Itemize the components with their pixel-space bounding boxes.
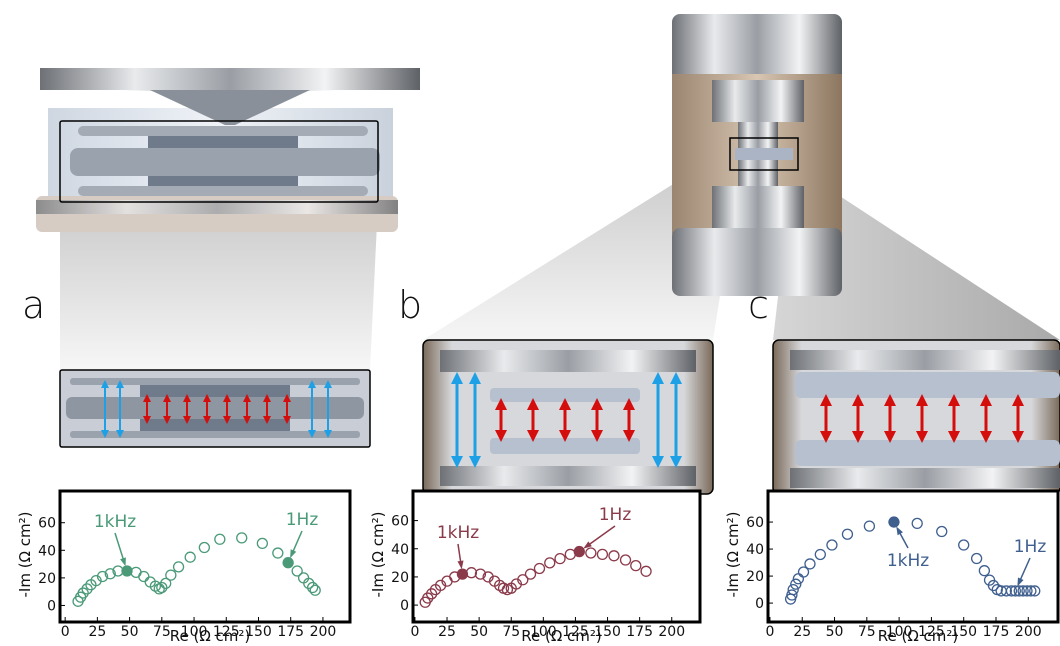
panel-label: c (748, 283, 769, 327)
y-tick-label: 60 (38, 516, 56, 532)
y-tick-label: 0 (47, 598, 56, 614)
annotation: 1kHz (94, 512, 136, 532)
x-tick-label: 0 (765, 624, 774, 640)
x-tick-label: 0 (61, 624, 70, 640)
plot-frame (413, 491, 700, 622)
data-point (889, 517, 899, 527)
y-tick-label: 60 (391, 514, 409, 530)
x-tick-label: 75 (502, 624, 520, 640)
x-tick-label: 75 (858, 624, 876, 640)
x-tick-label: 50 (121, 624, 139, 640)
x-tick-label: 75 (153, 624, 171, 640)
annotation: 1Hz (286, 510, 319, 530)
y-axis-label: -Im (Ω cm²) (16, 511, 34, 597)
annotation: 1Hz (599, 505, 632, 525)
x-axis-label: Re (Ω cm²) (878, 627, 959, 645)
data-point (574, 547, 584, 557)
x-tick-label: 175 (626, 624, 653, 640)
figure: a02550751001251501752000204060Re (Ω cm²)… (0, 0, 1060, 646)
annotation: 1Hz (1014, 537, 1047, 557)
x-axis-label: Re (Ω cm²) (170, 627, 251, 645)
x-tick-label: 25 (438, 624, 456, 640)
x-tick-label: 50 (470, 624, 488, 640)
x-tick-label: 25 (793, 624, 811, 640)
x-tick-label: 25 (88, 624, 106, 640)
y-tick-label: 60 (746, 515, 764, 531)
illustration (36, 14, 1060, 494)
x-axis-label: Re (Ω cm²) (521, 627, 602, 645)
x-tick-label: 175 (983, 624, 1010, 640)
y-tick-label: 20 (746, 569, 764, 585)
y-tick-label: 40 (746, 542, 764, 558)
panel-label: a (22, 283, 45, 327)
y-tick-label: 20 (38, 571, 56, 587)
x-tick-label: 175 (277, 624, 304, 640)
x-tick-label: 50 (826, 624, 844, 640)
data-point (457, 569, 467, 579)
y-tick-label: 40 (38, 543, 56, 559)
annotation: 1kHz (437, 523, 479, 543)
y-tick-label: 0 (400, 598, 409, 614)
x-tick-label: 200 (310, 624, 337, 640)
annotation: 1kHz (887, 551, 929, 571)
y-axis-label: -Im (Ω cm²) (724, 511, 742, 597)
y-tick-label: 0 (755, 596, 764, 612)
data-point (283, 558, 293, 568)
y-tick-label: 20 (391, 570, 409, 586)
x-tick-label: 200 (658, 624, 685, 640)
y-axis-label: -Im (Ω cm²) (369, 511, 387, 597)
x-tick-label: 200 (1015, 624, 1042, 640)
data-point (122, 566, 132, 576)
y-tick-label: 40 (391, 542, 409, 558)
x-tick-label: 0 (410, 624, 419, 640)
panel-label: b (398, 283, 422, 327)
